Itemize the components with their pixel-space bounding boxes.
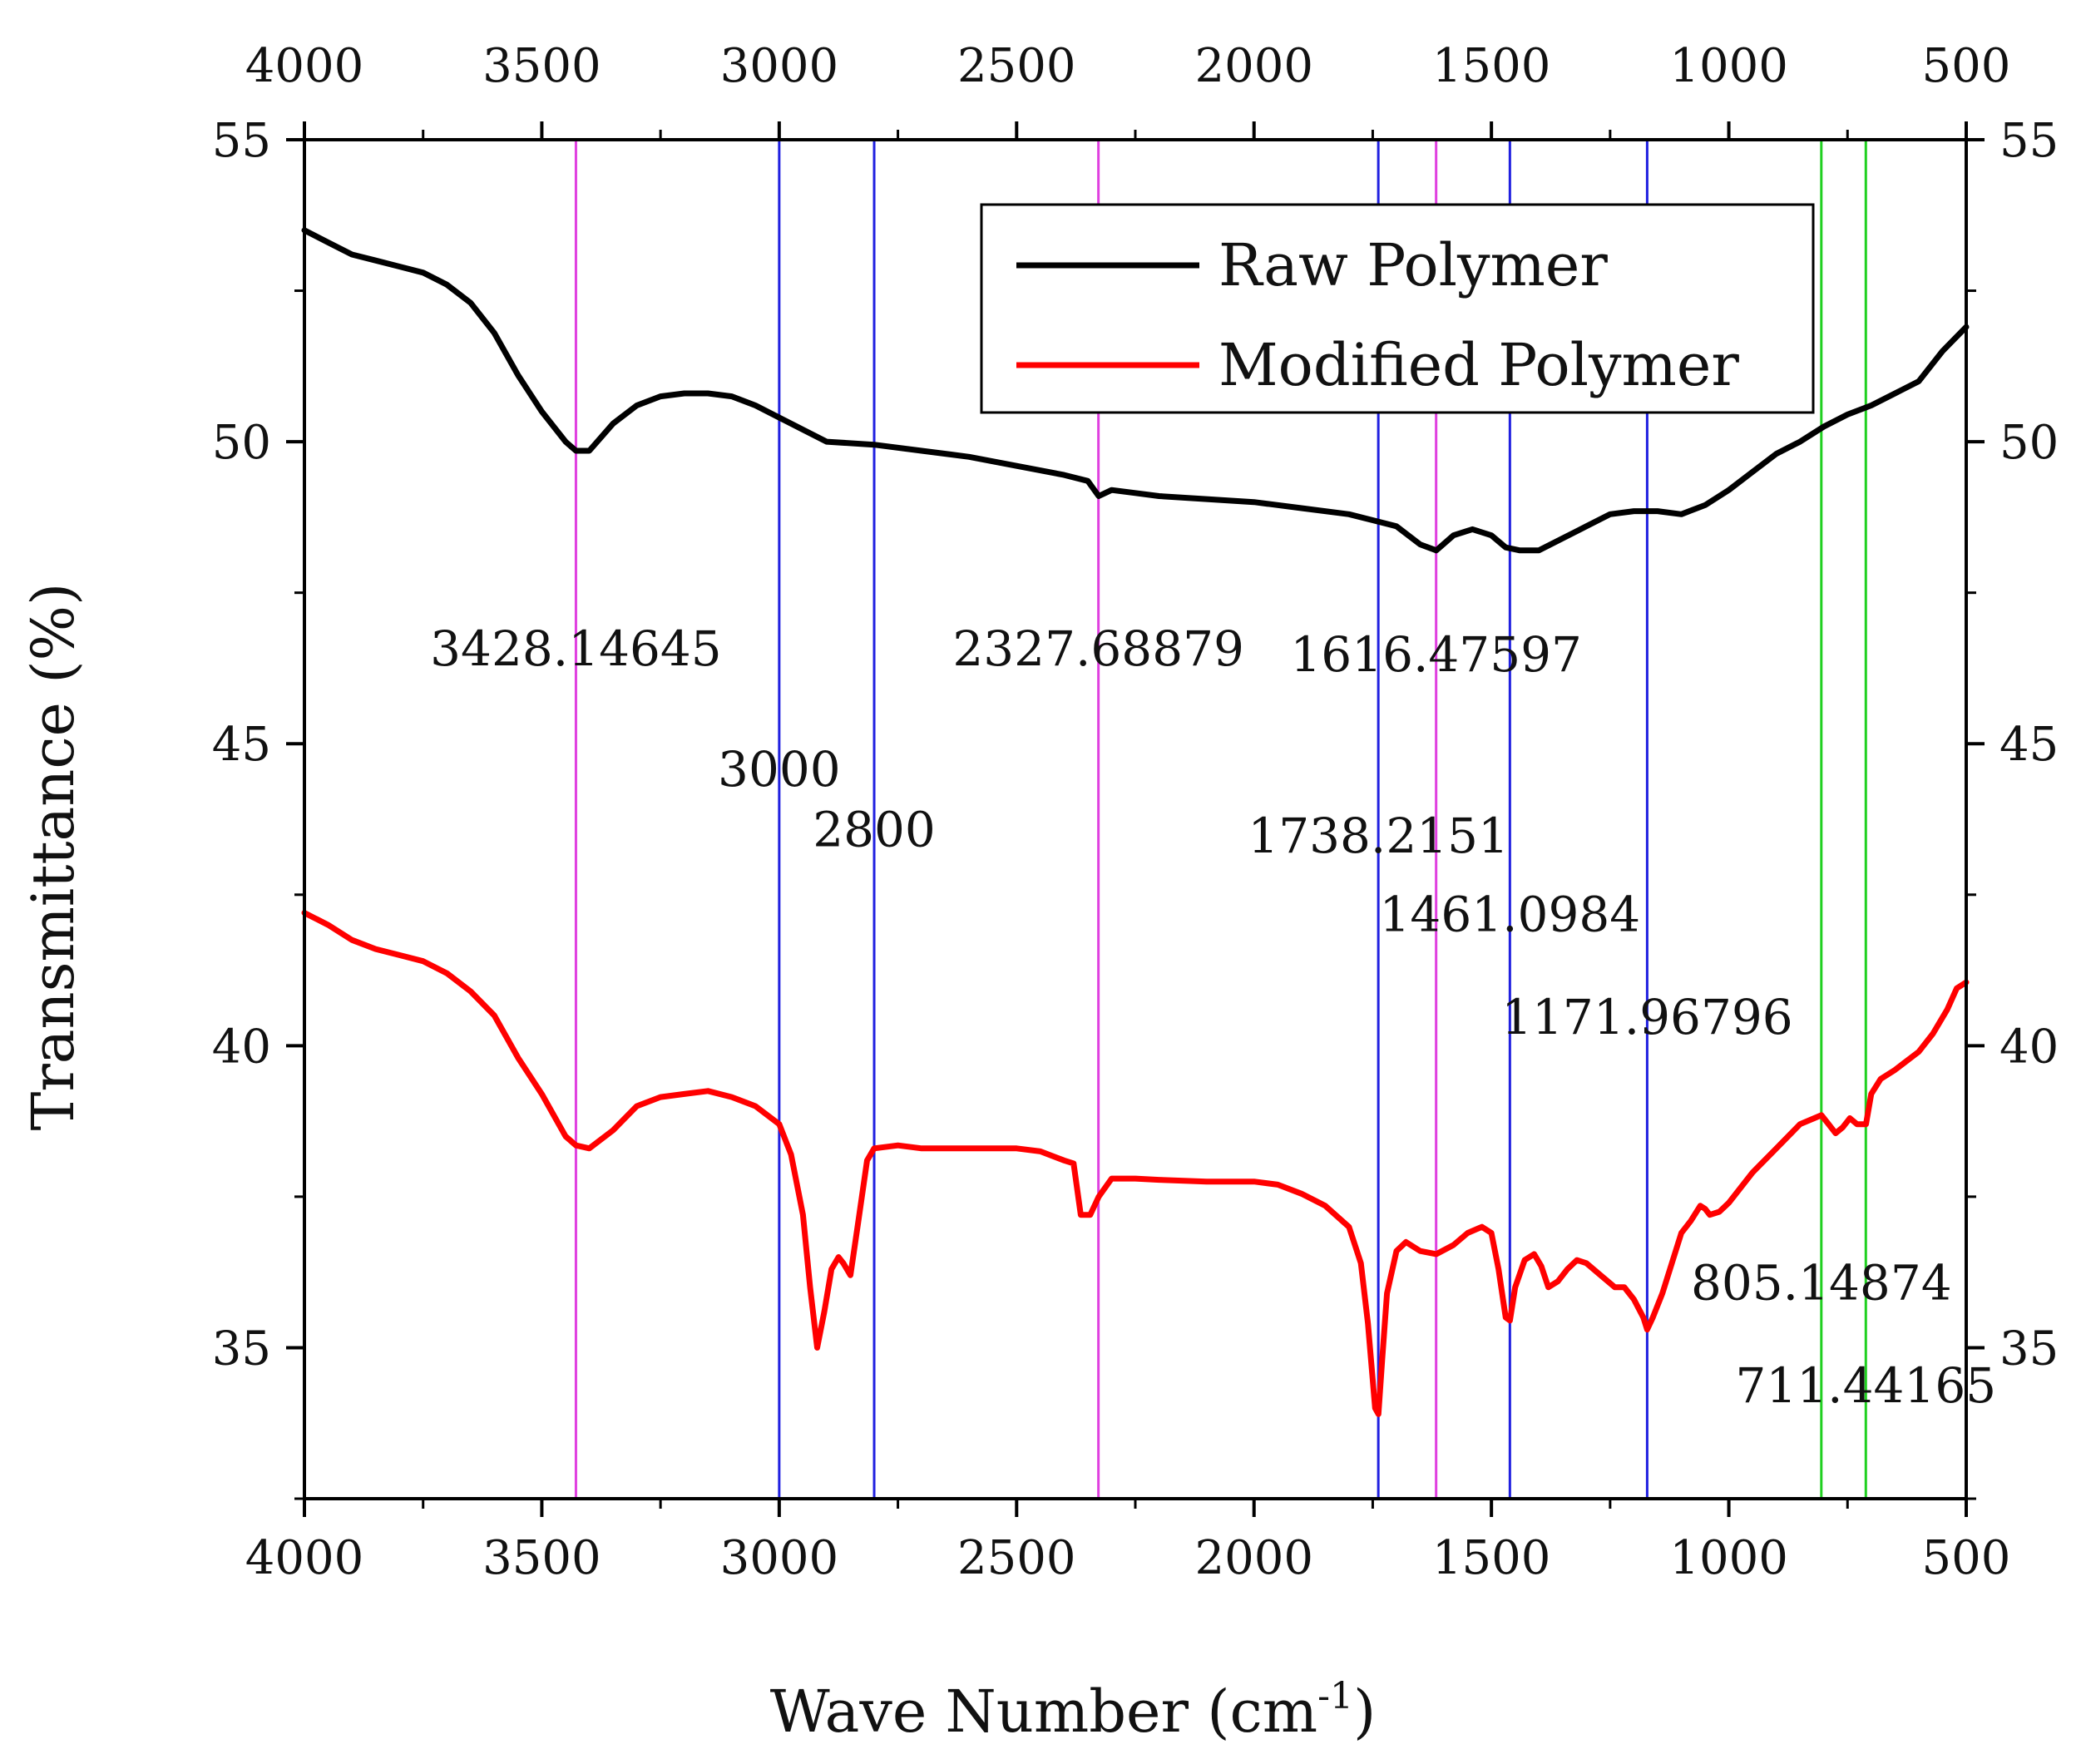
x-tick-label-bottom: 1000 xyxy=(1669,1531,1788,1585)
peak-label-711.44165: 711.44165 xyxy=(1735,1357,1996,1414)
y-axis-title: Transmittance (%) xyxy=(19,583,87,1131)
peak-label-3000: 3000 xyxy=(718,741,841,798)
x-tick-label-bottom: 3000 xyxy=(720,1531,839,1585)
legend-label-modified-polymer: Modified Polymer xyxy=(1218,331,1739,399)
y-tick-label-left: 40 xyxy=(212,1020,271,1074)
y-tick-label-left: 45 xyxy=(212,718,271,772)
x-tick-label-top: 1500 xyxy=(1432,39,1551,93)
y-tick-label-right: 35 xyxy=(1999,1322,2059,1376)
peak-label-2327.68879: 2327.68879 xyxy=(952,620,1244,677)
x-tick-label-top: 2500 xyxy=(957,39,1076,93)
x-axis-title-close: ) xyxy=(1353,1678,1376,1746)
x-tick-label-bottom: 3500 xyxy=(482,1531,601,1585)
x-tick-label-top: 2000 xyxy=(1194,39,1313,93)
x-tick-label-top: 3500 xyxy=(482,39,601,93)
peak-label-1461.0984: 1461.0984 xyxy=(1380,886,1641,942)
peak-label-1171.96796: 1171.96796 xyxy=(1501,989,1793,1045)
y-tick-label-right: 45 xyxy=(1999,718,2059,772)
peak-label-1616.47597: 1616.47597 xyxy=(1290,626,1582,683)
x-tick-label-top: 4000 xyxy=(245,39,364,93)
series-line-modified-polymer xyxy=(301,910,1970,1417)
y-tick-label-right: 50 xyxy=(1999,416,2059,470)
peak-label-3428.14645: 3428.14645 xyxy=(430,620,722,677)
y-tick-label-right: 40 xyxy=(1999,1020,2059,1074)
x-tick-label-top: 500 xyxy=(1922,39,2011,93)
series-line-raw-polymer xyxy=(301,227,1970,554)
x-axis-title: Wave Number (cm-1) xyxy=(770,1675,1377,1746)
x-axis-title-main: Wave Number (cm xyxy=(770,1678,1317,1746)
peak-label-2800: 2800 xyxy=(813,802,936,858)
legend: Raw Polymer Modified Polymer xyxy=(980,203,1815,414)
x-tick-label-top: 3000 xyxy=(720,39,839,93)
y-tick-label-right: 55 xyxy=(1999,114,2059,168)
x-tick-label-top: 1000 xyxy=(1669,39,1788,93)
y-tick-label-left: 50 xyxy=(212,416,271,470)
y-tick-label-left: 35 xyxy=(212,1322,271,1376)
peak-label-805.14874: 805.14874 xyxy=(1691,1254,1952,1311)
x-tick-label-bottom: 2500 xyxy=(957,1531,1076,1585)
x-tick-label-bottom: 500 xyxy=(1922,1531,2011,1585)
x-axis-title-sup: -1 xyxy=(1317,1675,1353,1717)
peak-label-1738.2151: 1738.2151 xyxy=(1248,808,1509,864)
x-tick-label-bottom: 1500 xyxy=(1432,1531,1551,1585)
y-tick-label-left: 55 xyxy=(212,114,271,168)
legend-label-raw-polymer: Raw Polymer xyxy=(1218,231,1608,299)
x-tick-label-bottom: 2000 xyxy=(1194,1531,1313,1585)
x-tick-label-bottom: 4000 xyxy=(245,1531,364,1585)
legend-box xyxy=(980,203,1815,414)
